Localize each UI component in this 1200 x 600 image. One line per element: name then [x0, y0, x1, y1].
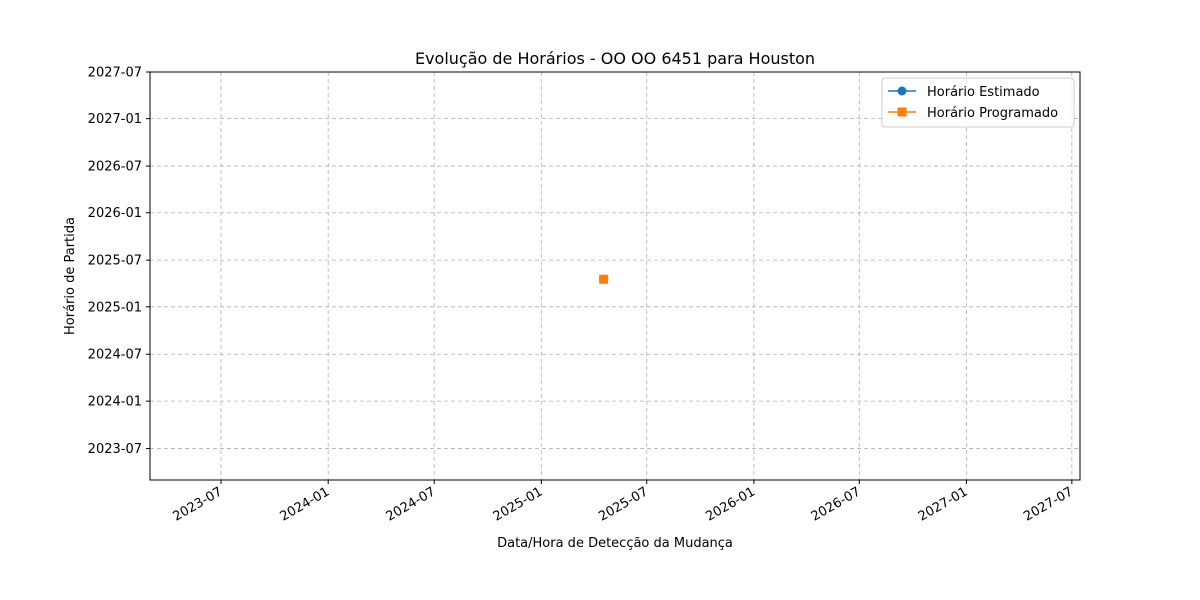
series-marks: [599, 274, 609, 284]
y-tick-label: 2025-01: [88, 300, 142, 315]
legend-box: [881, 77, 1075, 128]
y-tick-label: 2024-07: [88, 348, 142, 363]
y-tick-label: 2027-01: [88, 112, 142, 127]
y-tick-label: 2026-01: [88, 206, 142, 221]
data-point-scheduled: [599, 274, 609, 284]
grid: [150, 71, 1080, 480]
legend-marker-estimated: [897, 86, 907, 96]
plot-frame: [149, 71, 1081, 481]
y-tick-label: 2025-07: [88, 254, 142, 269]
y-tick-label: 2026-07: [88, 160, 142, 175]
y-axis-label: Horário de Partida: [63, 217, 78, 335]
legend-marker-scheduled: [897, 107, 907, 117]
x-axis-label: Data/Hora de Detecção da Mudança: [497, 536, 733, 551]
y-tick-label: 2027-07: [88, 66, 142, 81]
legend-label-scheduled: Horário Programado: [927, 106, 1058, 121]
y-axis: 2023-07 2024-01 2024-07 2025-01 2025-07 2026-…: [88, 66, 150, 457]
y-tick-label: 2024-01: [88, 395, 142, 410]
y-tick-label: 2023-07: [88, 442, 142, 457]
chart-title: Evolução de Horários - OO OO 6451 para H…: [415, 49, 815, 68]
legend: Horário Estimado Horário Programado: [881, 77, 1075, 128]
legend-label-estimated: Horário Estimado: [927, 85, 1040, 100]
